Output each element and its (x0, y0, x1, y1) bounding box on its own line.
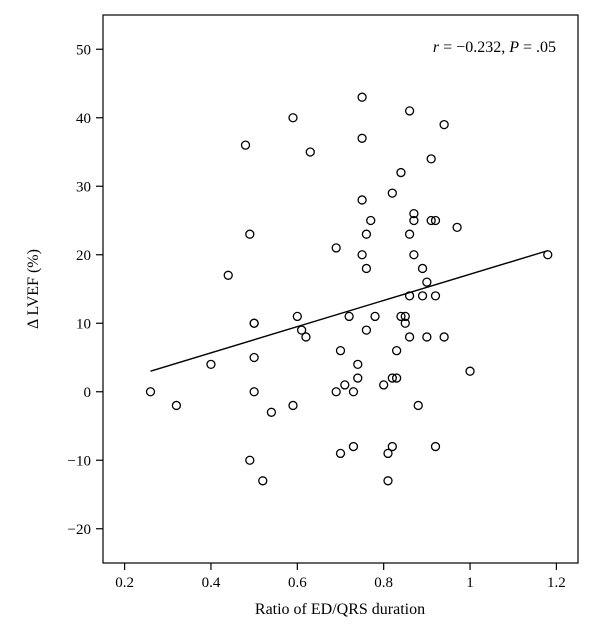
data-point (366, 215, 376, 226)
data-point (439, 332, 449, 342)
data-point (404, 332, 415, 342)
data-points (145, 92, 553, 486)
data-point (292, 311, 302, 322)
y-tick-label: 30 (76, 179, 91, 195)
data-point (288, 113, 298, 123)
data-point (296, 325, 307, 335)
data-point (301, 332, 311, 342)
data-point (430, 441, 441, 452)
data-point (430, 215, 441, 226)
data-point (361, 263, 372, 274)
data-point (348, 441, 359, 452)
data-point (426, 154, 436, 164)
data-point (348, 387, 359, 397)
annotation-r-symbol: r (433, 39, 440, 56)
data-point (396, 311, 406, 322)
data-point (331, 243, 341, 253)
y-tick-label: 50 (76, 42, 91, 58)
data-point (417, 291, 428, 301)
data-point (249, 387, 259, 397)
data-point (223, 270, 233, 280)
data-point (422, 277, 432, 287)
data-point (344, 311, 354, 322)
data-point (353, 373, 363, 383)
data-point (357, 250, 367, 260)
y-tick-label: 0 (84, 385, 92, 401)
data-point (391, 345, 402, 356)
data-point (245, 455, 255, 465)
data-point (331, 387, 341, 397)
data-point (145, 387, 156, 397)
x-tick-label: 0.8 (374, 575, 393, 591)
regression-line (150, 249, 548, 372)
data-point (465, 366, 475, 376)
data-point (391, 373, 402, 383)
data-point (404, 229, 415, 239)
x-tick-label: 0.2 (115, 575, 134, 591)
annotation-p-value: = .05 (519, 39, 556, 56)
data-point (357, 133, 367, 143)
y-tick-label: 10 (76, 316, 91, 332)
data-point (430, 291, 441, 301)
x-tick-label: 0.4 (202, 575, 221, 591)
data-point (340, 380, 350, 390)
correlation-annotation: r = −0.232, P = .05 (433, 39, 556, 56)
data-point (353, 359, 363, 370)
y-tick-label: −20 (68, 522, 91, 538)
data-point (400, 311, 410, 322)
data-point (439, 119, 449, 130)
data-point (387, 373, 397, 383)
data-point (249, 318, 259, 328)
data-point (266, 407, 277, 417)
x-tick-label: 1 (466, 575, 474, 591)
data-point (543, 250, 553, 260)
x-axis-ticks: 0.2 0.4 0.6 0.8 1 1.2 (115, 563, 566, 591)
x-tick-label: 0.6 (288, 575, 307, 591)
data-point (258, 476, 268, 486)
y-tick-label: 20 (76, 248, 91, 264)
data-point (387, 441, 397, 452)
data-point (240, 140, 251, 150)
y-axis-ticks: −20 −10 0 10 20 30 40 50 (68, 42, 103, 538)
data-point (357, 195, 367, 205)
data-point (387, 188, 397, 198)
y-axis-label: Δ LVEF (%) (25, 249, 42, 329)
data-point (288, 400, 298, 411)
data-point (370, 311, 380, 322)
data-point (404, 106, 415, 116)
data-point (409, 208, 419, 219)
data-point (335, 448, 346, 459)
data-point (422, 332, 432, 342)
data-point (379, 380, 389, 390)
data-point (452, 222, 462, 233)
plot-frame (102, 14, 579, 564)
data-point (409, 215, 419, 226)
data-point (206, 359, 216, 370)
data-point (383, 476, 393, 486)
data-point (245, 229, 255, 239)
data-point (426, 215, 436, 226)
data-point (361, 325, 372, 335)
data-point (249, 352, 259, 363)
data-point (171, 400, 182, 411)
y-tick-label: 40 (76, 111, 91, 127)
annotation-r-value: = −0.232, (439, 39, 509, 56)
x-tick-label: 1.2 (547, 575, 566, 591)
data-point (413, 400, 423, 411)
y-tick-label: −10 (68, 453, 91, 469)
data-point (361, 229, 372, 239)
annotation-p-symbol: P (508, 39, 519, 56)
data-point (417, 263, 428, 274)
data-point (357, 92, 367, 102)
data-point (383, 448, 393, 459)
data-point (409, 250, 419, 260)
x-axis-label: Ratio of ED/QRS duration (255, 601, 425, 618)
data-point (305, 147, 315, 157)
data-point (404, 291, 415, 301)
data-point (396, 167, 406, 178)
data-point (335, 345, 346, 356)
data-point (400, 318, 410, 328)
